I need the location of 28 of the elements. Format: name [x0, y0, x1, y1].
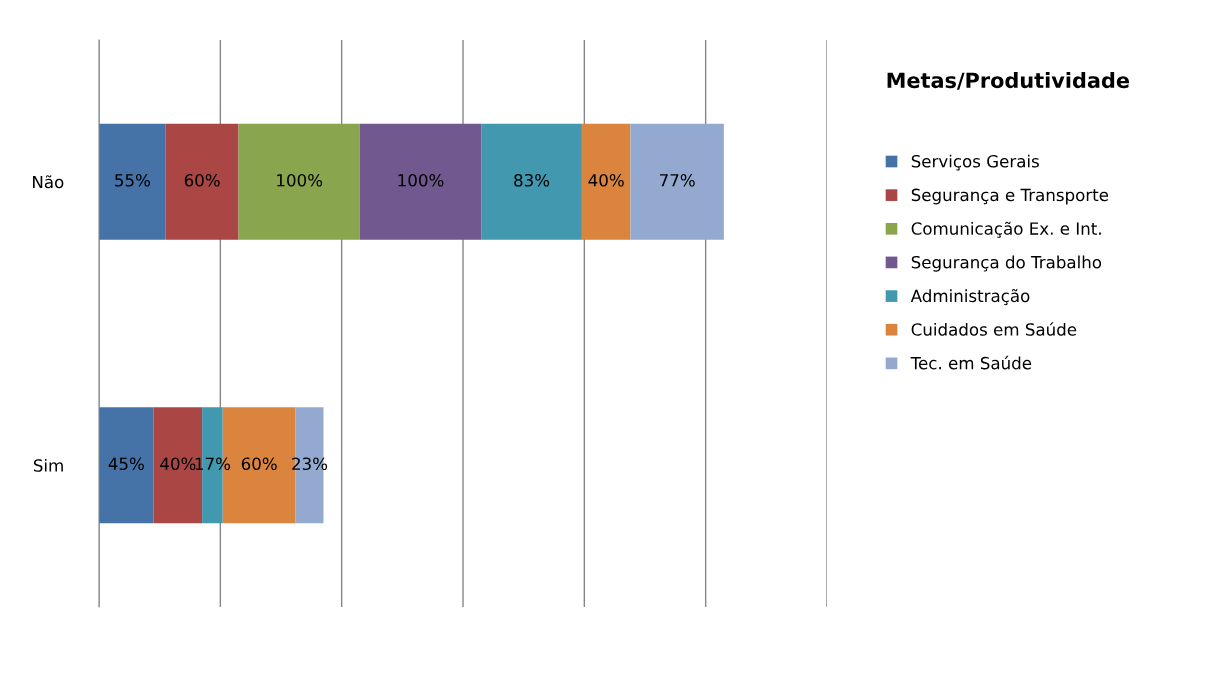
data-label: 55% [115, 173, 150, 187]
bar [238, 123, 360, 240]
legend-title: Metas/Produtividade [887, 72, 1129, 90]
data-label: 77% [660, 173, 695, 187]
data-label: 40% [588, 173, 624, 187]
legend-label: Tec. em Saúde [910, 355, 1032, 370]
data-label: 60% [184, 173, 220, 187]
data-label: 100% [398, 173, 444, 187]
bar [165, 123, 239, 240]
bar [581, 123, 631, 240]
bar [630, 123, 724, 240]
data-label: 45% [108, 457, 144, 471]
data-label: 60% [241, 457, 277, 471]
bar [359, 123, 482, 240]
legend-label: Serviços Gerais [911, 154, 1039, 171]
legend-label: Segurança e Transporte [911, 188, 1109, 205]
y-tick-label: Não [33, 175, 64, 189]
bar [99, 123, 166, 240]
bar [99, 407, 154, 524]
data-label: 40% [160, 457, 196, 471]
data-label: 83% [514, 173, 550, 187]
legend-label: Segurança do Trabalho [911, 255, 1102, 272]
legend-label: Comunicação Ex. e Int. [911, 221, 1101, 238]
legend-label: Administração [910, 288, 1030, 306]
bar [481, 123, 582, 240]
y-tick-label: Sim [33, 458, 63, 472]
legend-label: Cuidados em Saúde [911, 322, 1077, 336]
data-label: 100% [277, 173, 323, 187]
